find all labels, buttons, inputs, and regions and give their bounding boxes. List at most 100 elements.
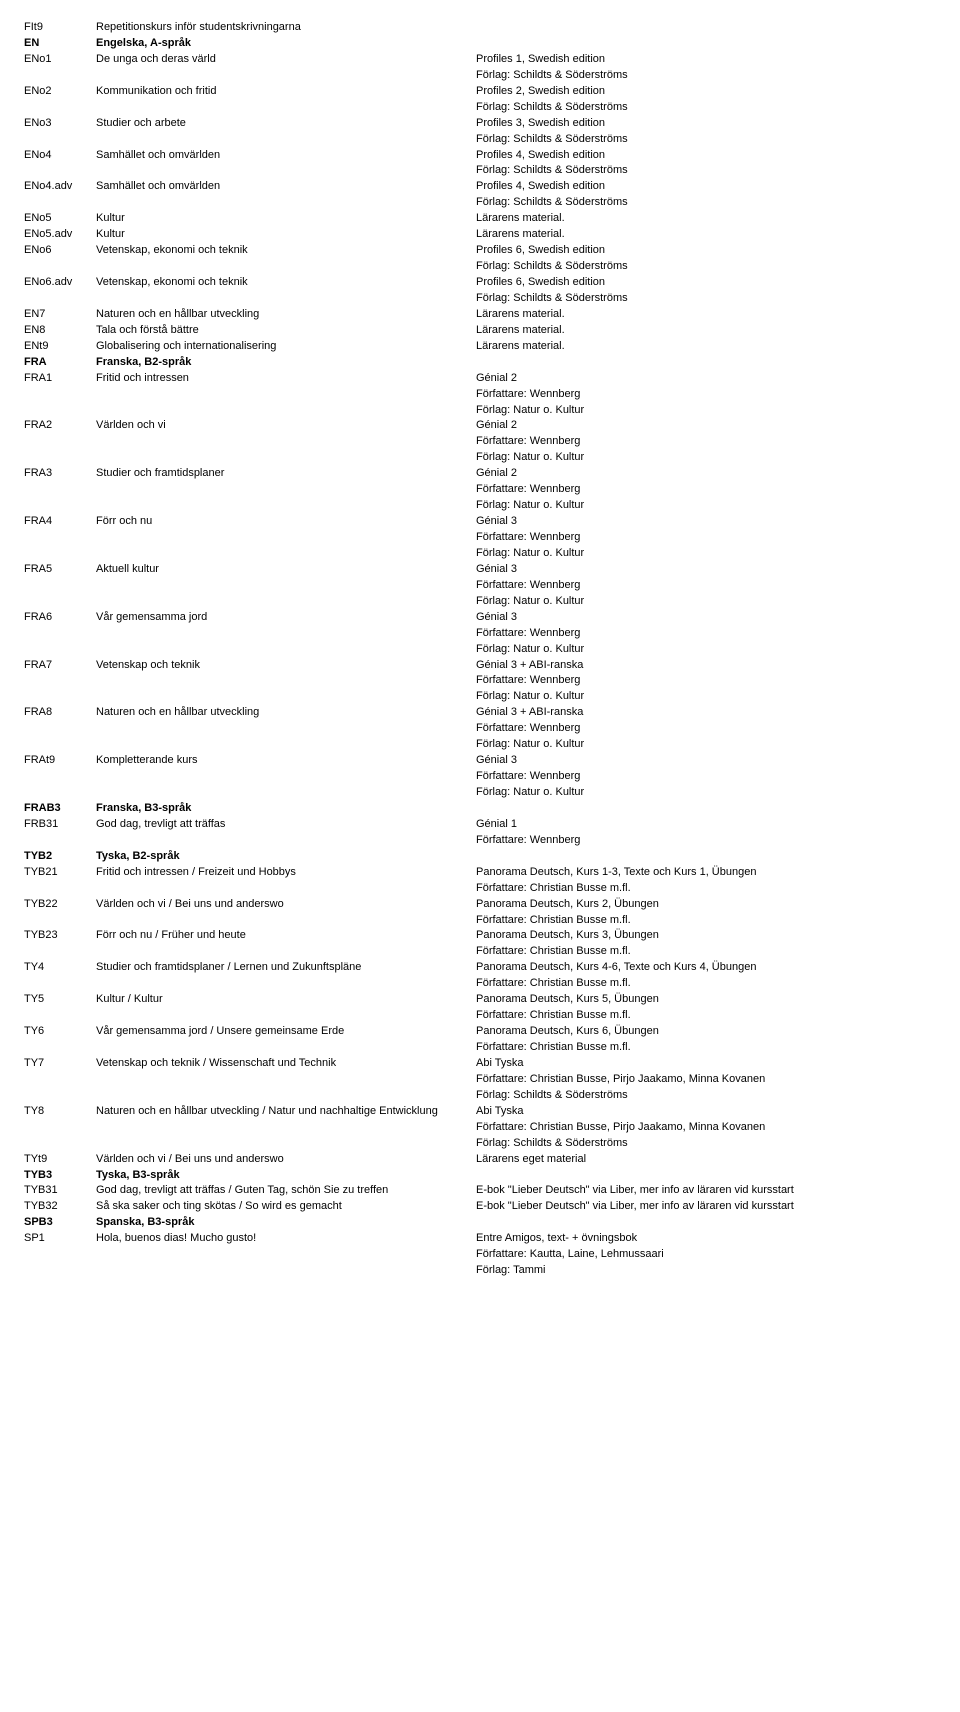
course-row: EN7Naturen och en hållbar utvecklingLära… bbox=[24, 307, 936, 323]
course-detail: Panorama Deutsch, Kurs 5, Übungen bbox=[476, 992, 936, 1008]
course-name: Så ska saker och ting skötas / So wird e… bbox=[96, 1199, 476, 1215]
course-row: TY8Naturen och en hållbar utveckling / N… bbox=[24, 1104, 936, 1120]
course-name: Studier och framtidsplaner bbox=[96, 466, 476, 482]
course-row: ENo3Studier och arbeteProfiles 3, Swedis… bbox=[24, 116, 936, 132]
course-detail: E-bok "Lieber Deutsch" via Liber, mer in… bbox=[476, 1183, 936, 1199]
course-name: Kultur bbox=[96, 211, 476, 227]
course-row: Förlag: Natur o. Kultur bbox=[24, 450, 936, 466]
course-row: Författare: Christian Busse m.fl. bbox=[24, 976, 936, 992]
course-detail: Génial 3 bbox=[476, 514, 936, 530]
course-row: Förlag: Schildts & Söderströms bbox=[24, 68, 936, 84]
course-detail: Författare: Wennberg bbox=[476, 578, 936, 594]
course-row: SPB3Spanska, B3-språk bbox=[24, 1215, 936, 1231]
course-detail: Profiles 2, Swedish edition bbox=[476, 84, 936, 100]
course-row: SP1Hola, buenos dias! Mucho gusto!Entre … bbox=[24, 1231, 936, 1247]
course-name: Världen och vi / Bei uns und anderswo bbox=[96, 1152, 476, 1168]
course-name: Naturen och en hållbar utveckling bbox=[96, 705, 476, 721]
course-row: ENo4Samhället och omvärldenProfiles 4, S… bbox=[24, 148, 936, 164]
course-detail: Lärarens material. bbox=[476, 323, 936, 339]
course-row: FRA2Världen och viGénial 2 bbox=[24, 418, 936, 434]
course-detail: Panorama Deutsch, Kurs 6, Übungen bbox=[476, 1024, 936, 1040]
course-code: EN8 bbox=[24, 323, 96, 339]
course-code: SPB3 bbox=[24, 1215, 96, 1231]
course-row: Förlag: Schildts & Söderströms bbox=[24, 1136, 936, 1152]
course-detail: Författare: Wennberg bbox=[476, 530, 936, 546]
course-code: TYB2 bbox=[24, 849, 96, 865]
course-row: FRA4Förr och nuGénial 3 bbox=[24, 514, 936, 530]
course-code: ENo4.adv bbox=[24, 179, 96, 195]
course-row: Författare: Christian Busse m.fl. bbox=[24, 944, 936, 960]
course-detail: Förlag: Schildts & Söderströms bbox=[476, 259, 936, 275]
course-name: Kommunikation och fritid bbox=[96, 84, 476, 100]
course-row: Författare: Kautta, Laine, Lehmussaari bbox=[24, 1247, 936, 1263]
course-code: FRAB3 bbox=[24, 801, 96, 817]
course-row: Förlag: Schildts & Söderströms bbox=[24, 132, 936, 148]
course-row: ENo5KulturLärarens material. bbox=[24, 211, 936, 227]
course-name: Fritid och intressen / Freizeit und Hobb… bbox=[96, 865, 476, 881]
course-name: Tala och förstå bättre bbox=[96, 323, 476, 339]
course-name: Hola, buenos dias! Mucho gusto! bbox=[96, 1231, 476, 1247]
course-detail: Förlag: Natur o. Kultur bbox=[476, 403, 936, 419]
course-detail: Förlag: Schildts & Söderströms bbox=[476, 132, 936, 148]
course-row: Förlag: Schildts & Söderströms bbox=[24, 291, 936, 307]
course-row: TYB21Fritid och intressen / Freizeit und… bbox=[24, 865, 936, 881]
course-code: FRA3 bbox=[24, 466, 96, 482]
course-code: FRB31 bbox=[24, 817, 96, 833]
course-row: ENEngelska, A-språk bbox=[24, 36, 936, 52]
course-code: FRA5 bbox=[24, 562, 96, 578]
course-row: FRA6Vår gemensamma jordGénial 3 bbox=[24, 610, 936, 626]
course-row: Författare: Christian Busse m.fl. bbox=[24, 1040, 936, 1056]
course-name: Spanska, B3-språk bbox=[96, 1215, 476, 1231]
course-detail: Génial 2 bbox=[476, 371, 936, 387]
course-detail: Panorama Deutsch, Kurs 4-6, Texte och Ku… bbox=[476, 960, 936, 976]
course-code: SP1 bbox=[24, 1231, 96, 1247]
course-row: FRAt9Kompletterande kursGénial 3 bbox=[24, 753, 936, 769]
course-code: FRA1 bbox=[24, 371, 96, 387]
course-detail: Författare: Christian Busse m.fl. bbox=[476, 976, 936, 992]
course-row: Författare: Wennberg bbox=[24, 482, 936, 498]
course-name: Förr och nu bbox=[96, 514, 476, 530]
course-code: TYB22 bbox=[24, 897, 96, 913]
course-detail: E-bok "Lieber Deutsch" via Liber, mer in… bbox=[476, 1199, 936, 1215]
course-detail: Génial 3 bbox=[476, 562, 936, 578]
course-row: FRA1Fritid och intressenGénial 2 bbox=[24, 371, 936, 387]
course-code: FRA7 bbox=[24, 658, 96, 674]
course-row: ENo6Vetenskap, ekonomi och teknikProfile… bbox=[24, 243, 936, 259]
course-detail: Författare: Christian Busse m.fl. bbox=[476, 1040, 936, 1056]
course-name: God dag, trevligt att träffas bbox=[96, 817, 476, 833]
course-name: De unga och deras värld bbox=[96, 52, 476, 68]
course-row: TYB2Tyska, B2-språk bbox=[24, 849, 936, 865]
course-detail: Panorama Deutsch, Kurs 3, Übungen bbox=[476, 928, 936, 944]
course-row: TYB23Förr och nu / Früher und heutePanor… bbox=[24, 928, 936, 944]
course-row: TY6Vår gemensamma jord / Unsere gemeinsa… bbox=[24, 1024, 936, 1040]
course-detail: Lärarens eget material bbox=[476, 1152, 936, 1168]
course-row: FRB31God dag, trevligt att träffasGénial… bbox=[24, 817, 936, 833]
course-name: Naturen och en hållbar utveckling / Natu… bbox=[96, 1104, 476, 1120]
course-detail: Förlag: Schildts & Söderströms bbox=[476, 1088, 936, 1104]
course-row: Förlag: Natur o. Kultur bbox=[24, 546, 936, 562]
course-row: Författare: Christian Busse m.fl. bbox=[24, 1008, 936, 1024]
course-code: ENo3 bbox=[24, 116, 96, 132]
course-name: Vetenskap och teknik bbox=[96, 658, 476, 674]
course-row: Förlag: Natur o. Kultur bbox=[24, 642, 936, 658]
course-detail: Förlag: Tammi bbox=[476, 1263, 936, 1279]
course-code: TY4 bbox=[24, 960, 96, 976]
course-detail: Panorama Deutsch, Kurs 2, Übungen bbox=[476, 897, 936, 913]
course-detail: Förlag: Natur o. Kultur bbox=[476, 785, 936, 801]
course-code: EN bbox=[24, 36, 96, 52]
course-name: Vetenskap, ekonomi och teknik bbox=[96, 243, 476, 259]
course-detail: Författare: Kautta, Laine, Lehmussaari bbox=[476, 1247, 936, 1263]
course-detail: Författare: Wennberg bbox=[476, 673, 936, 689]
course-detail: Förlag: Schildts & Söderströms bbox=[476, 1136, 936, 1152]
course-row: Förlag: Natur o. Kultur bbox=[24, 785, 936, 801]
course-row: TYt9Världen och vi / Bei uns und andersw… bbox=[24, 1152, 936, 1168]
course-detail: Förlag: Natur o. Kultur bbox=[476, 594, 936, 610]
course-name: Tyska, B2-språk bbox=[96, 849, 476, 865]
course-detail: Génial 2 bbox=[476, 466, 936, 482]
course-code: ENo5 bbox=[24, 211, 96, 227]
course-row: Författare: Wennberg bbox=[24, 673, 936, 689]
course-detail: Förlag: Natur o. Kultur bbox=[476, 546, 936, 562]
course-row: Förlag: Schildts & Söderströms bbox=[24, 259, 936, 275]
course-row: Författare: Christian Busse m.fl. bbox=[24, 913, 936, 929]
course-row: TY4Studier och framtidsplaner / Lernen u… bbox=[24, 960, 936, 976]
